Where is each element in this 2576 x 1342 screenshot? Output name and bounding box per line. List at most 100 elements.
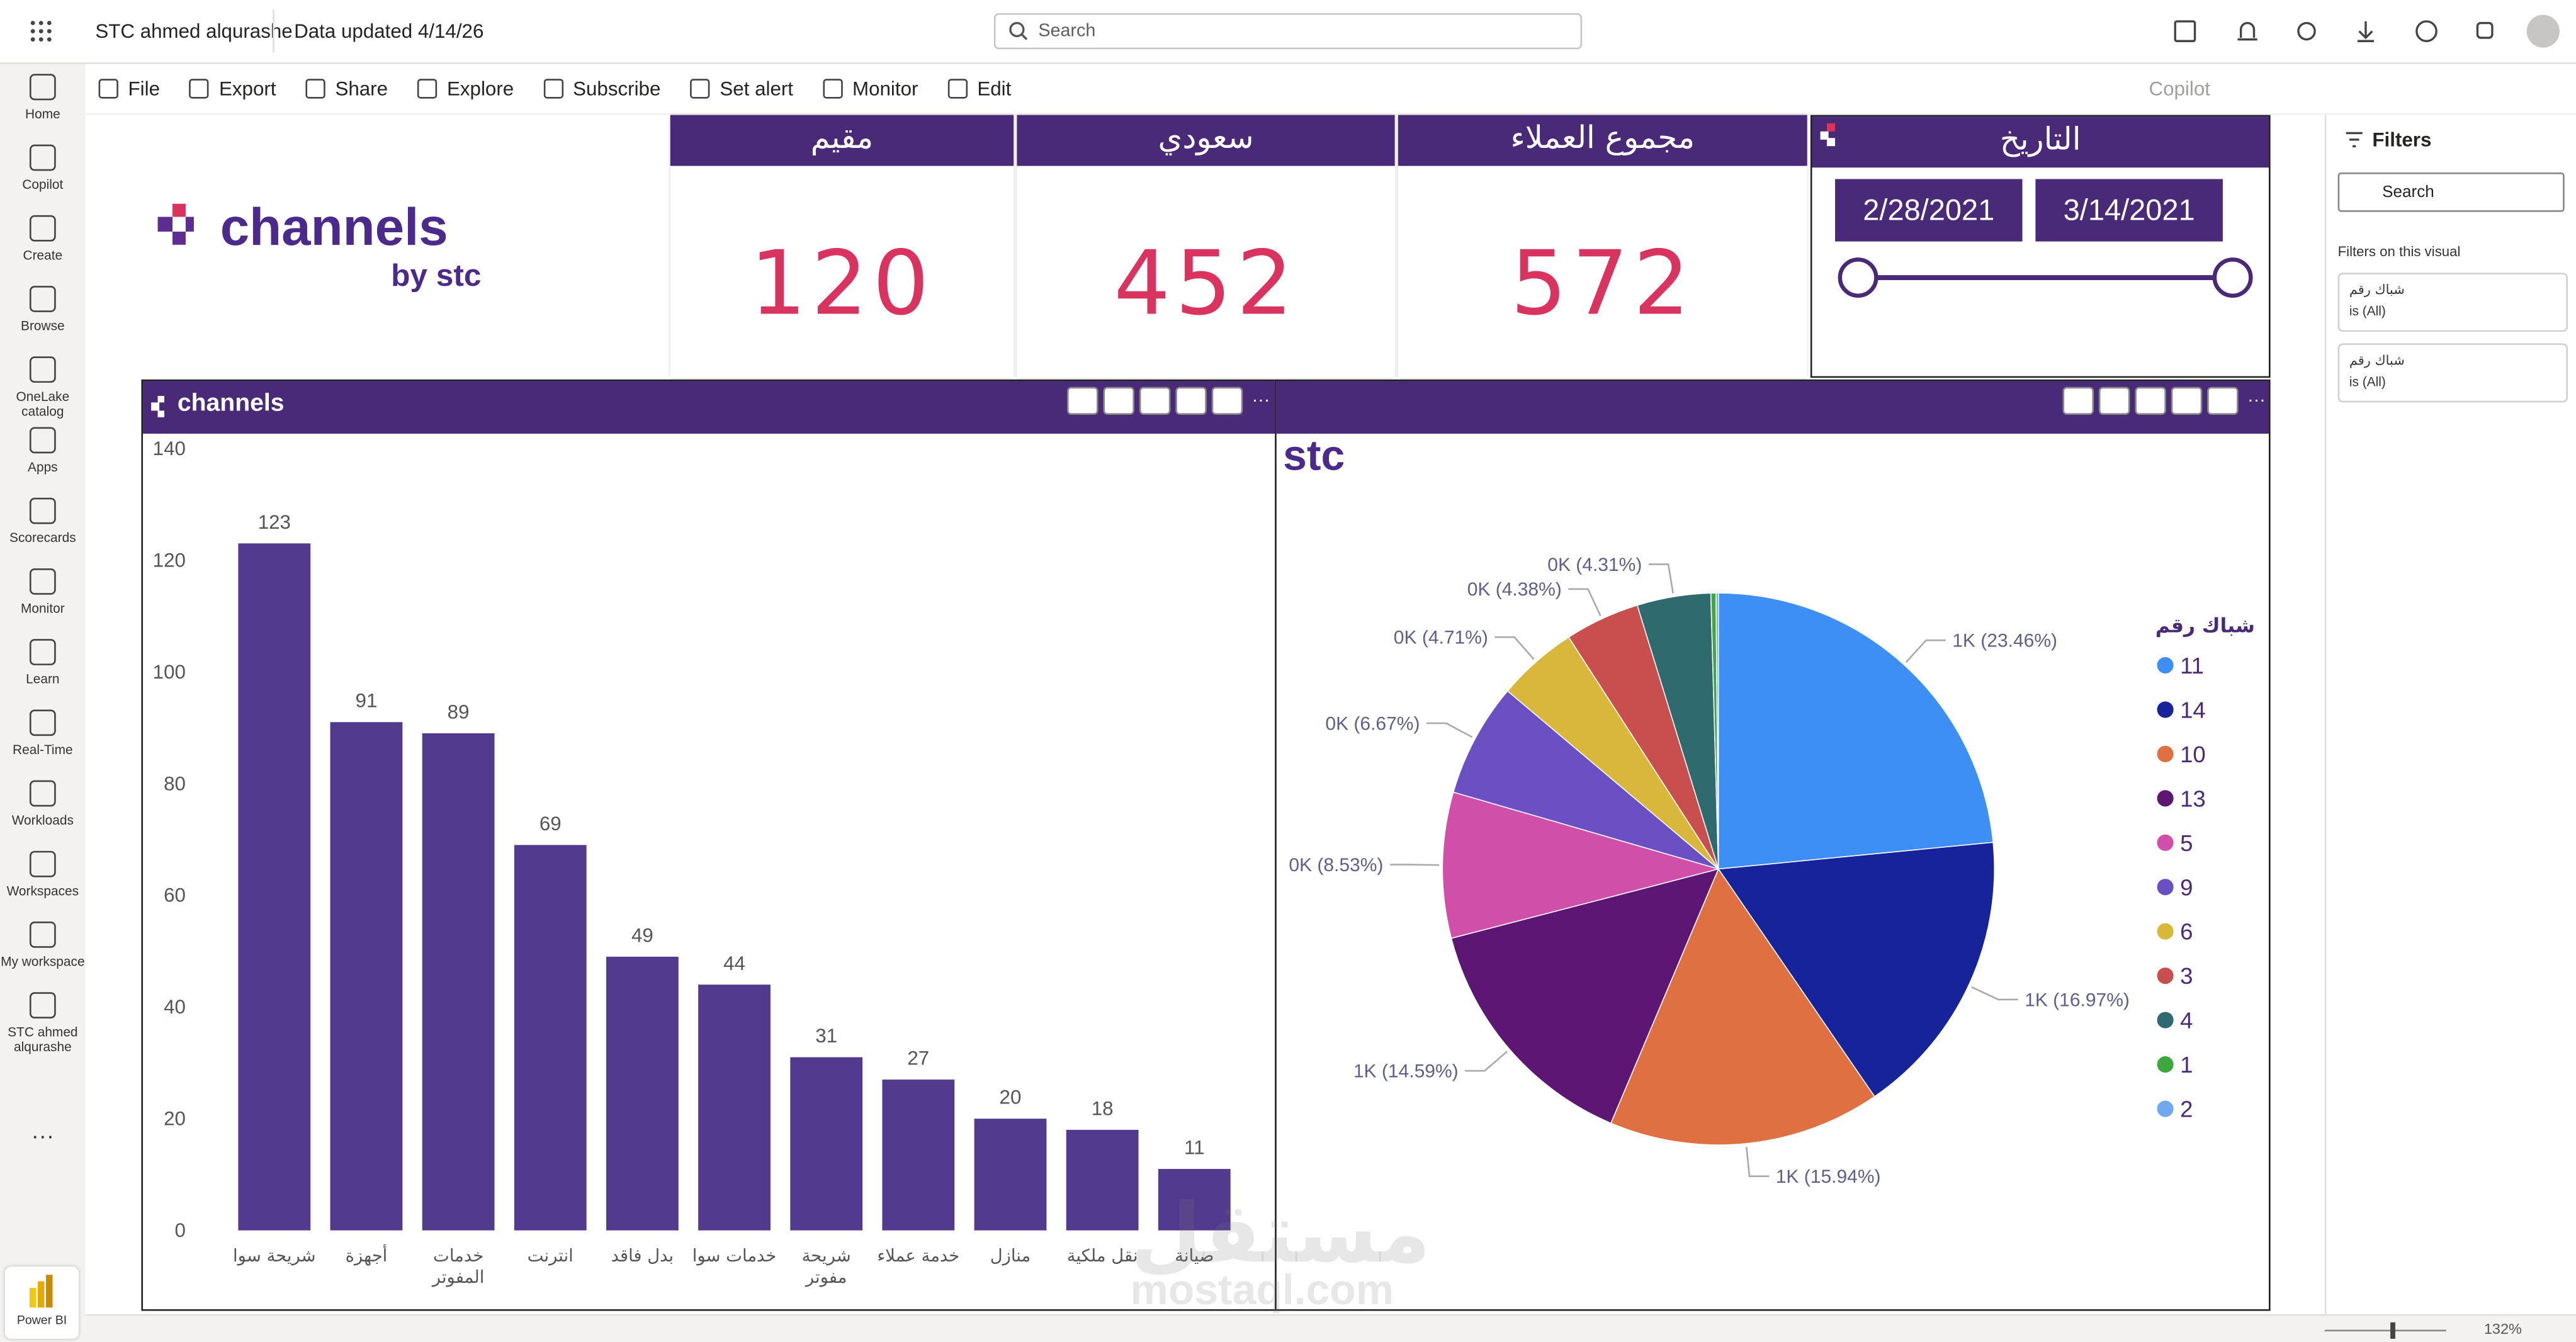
data-label: 1K (15.94%) <box>1776 1166 1881 1187</box>
report-name[interactable]: STC ahmed alqurashe <box>95 20 293 43</box>
legend-title: شباك رقم <box>2155 615 2255 638</box>
search-icon <box>1009 21 1028 40</box>
kpi-card: مجموع العملاء 572 <box>1398 115 1807 378</box>
filters-section: Filters on this visual <box>2337 243 2461 260</box>
nav-item[interactable]: STC ahmed alqurashe <box>0 992 86 1054</box>
nav-label: Real-Time <box>13 742 73 758</box>
logo-by: by stc <box>391 259 482 295</box>
start-date[interactable]: 2/28/2021 <box>1835 179 2023 242</box>
product-tile[interactable]: Power BI <box>4 1266 79 1339</box>
toolbar-button[interactable]: Share <box>305 77 388 101</box>
visual-actions: ··· <box>2062 386 2266 415</box>
product-name: Power BI <box>16 1312 67 1328</box>
nav-label: Copilot <box>22 177 64 193</box>
nav-label: Create <box>23 248 63 263</box>
nav-icon <box>29 286 56 312</box>
x-tick-label: شريحة مفوتر <box>801 1246 851 1288</box>
nav-item[interactable]: OneLake catalog <box>0 356 86 419</box>
nav-item[interactable]: Browse <box>0 286 86 334</box>
nav-label: Apps <box>28 460 58 475</box>
nav-item[interactable]: My workspace <box>0 922 86 969</box>
toolbar-button[interactable]: Export <box>189 77 276 101</box>
divider <box>273 9 274 53</box>
data-label: 27 <box>907 1047 929 1069</box>
zoom-slider[interactable] <box>2312 1321 2460 1340</box>
nav-more[interactable]: ··· <box>31 1122 55 1149</box>
visual-actions: ··· <box>1067 386 1270 415</box>
end-date[interactable]: 3/14/2021 <box>2035 179 2223 242</box>
pie-slice <box>1450 868 1720 1124</box>
nav-item[interactable]: Learn <box>0 639 86 687</box>
y-tick-label: 80 <box>164 772 186 794</box>
nav-icon <box>29 850 56 877</box>
nav-item[interactable]: Home <box>0 74 86 121</box>
legend-marker <box>2157 1012 2174 1029</box>
toolbar-button[interactable]: Monitor <box>823 77 918 101</box>
kpi-value: 572 <box>1510 231 1695 336</box>
nav-label: Monitor <box>21 601 65 616</box>
top-bar: STC ahmed alqurashe Data updated 4/14/26… <box>0 0 2576 64</box>
pie-slice <box>1715 592 1719 869</box>
leader-line <box>1568 588 1602 616</box>
app-launcher[interactable] <box>30 20 53 43</box>
legend-marker <box>2157 834 2174 851</box>
nav-label: STC ahmed alqurashe <box>8 1025 78 1055</box>
product-icon <box>29 1275 53 1308</box>
slicer-icon <box>1820 123 1836 147</box>
kpi-value: 120 <box>750 231 934 336</box>
legend-label: 6 <box>2180 919 2193 945</box>
avatar[interactable] <box>2526 14 2560 48</box>
filters-search-text: Search <box>2382 184 2434 202</box>
legend-marker <box>2157 967 2174 984</box>
filter-card[interactable]: شباك رقم is (All) <box>2337 343 2568 403</box>
copilot-button[interactable]: Copilot <box>2149 77 2210 101</box>
toolbar: File Export Share Explore Subscribe Set alert… <box>85 64 2576 114</box>
x-tick-label: انترنت <box>527 1246 573 1267</box>
nav-label: Scorecards <box>9 530 76 546</box>
header-icons <box>2174 20 2494 42</box>
nav-item[interactable]: Workloads <box>0 780 86 828</box>
toolbar-button[interactable]: Subscribe <box>543 77 660 101</box>
y-tick-label: 120 <box>153 549 186 571</box>
nav-item[interactable]: Copilot <box>0 144 86 193</box>
toolbar-button[interactable]: File <box>99 77 160 101</box>
nav-item[interactable]: Apps <box>0 427 86 475</box>
data-updated[interactable]: Data updated 4/14/26 <box>294 20 484 43</box>
nav-item[interactable]: Real-Time <box>0 709 86 757</box>
nav-item[interactable]: Create <box>0 215 86 263</box>
pie-slice <box>1610 867 1875 1146</box>
data-label: 44 <box>723 952 745 974</box>
date-range-slider[interactable] <box>1835 255 2262 304</box>
nav-item[interactable]: Scorecards <box>0 497 86 546</box>
left-nav: Home Copilot Create Browse OneLake catalog Ap… <box>0 64 86 1342</box>
x-tick-label: أجهزة <box>345 1246 388 1267</box>
y-tick-label: 60 <box>164 884 186 906</box>
legend-label: 9 <box>2180 874 2193 900</box>
leader-line <box>1905 639 1946 663</box>
filters-search[interactable]: Search <box>2337 172 2565 212</box>
x-tick-label: نقل ملكية <box>1066 1246 1138 1267</box>
nav-item[interactable]: Monitor <box>0 568 86 616</box>
logo-text: channels <box>220 197 448 257</box>
x-tick-label: صيانة <box>1175 1246 1214 1267</box>
filter-field: شباك رقم <box>2349 282 2405 298</box>
nav-label: Workloads <box>11 813 74 828</box>
toolbar-button[interactable]: Edit <box>947 77 1011 101</box>
x-tick-label: منازل <box>990 1246 1031 1267</box>
legend-marker <box>2157 701 2174 718</box>
leader-line <box>1389 864 1440 866</box>
data-label: 91 <box>356 690 378 712</box>
pie-slice <box>1717 592 1994 870</box>
toolbar-button[interactable]: Explore <box>417 77 514 101</box>
search-box[interactable]: Search <box>993 13 1583 50</box>
data-label: 1K (14.59%) <box>1353 1061 1459 1082</box>
filter-card[interactable]: شباك رقم is (All) <box>2337 273 2568 332</box>
nav-item[interactable]: Workspaces <box>0 850 86 899</box>
nav-label: Home <box>25 106 60 122</box>
data-label: 0K (8.53%) <box>1289 855 1383 876</box>
toolbar-button[interactable]: Set alert <box>690 77 793 101</box>
bar <box>882 1080 955 1231</box>
pie-slice <box>1442 791 1720 939</box>
leader-line <box>1648 563 1675 594</box>
